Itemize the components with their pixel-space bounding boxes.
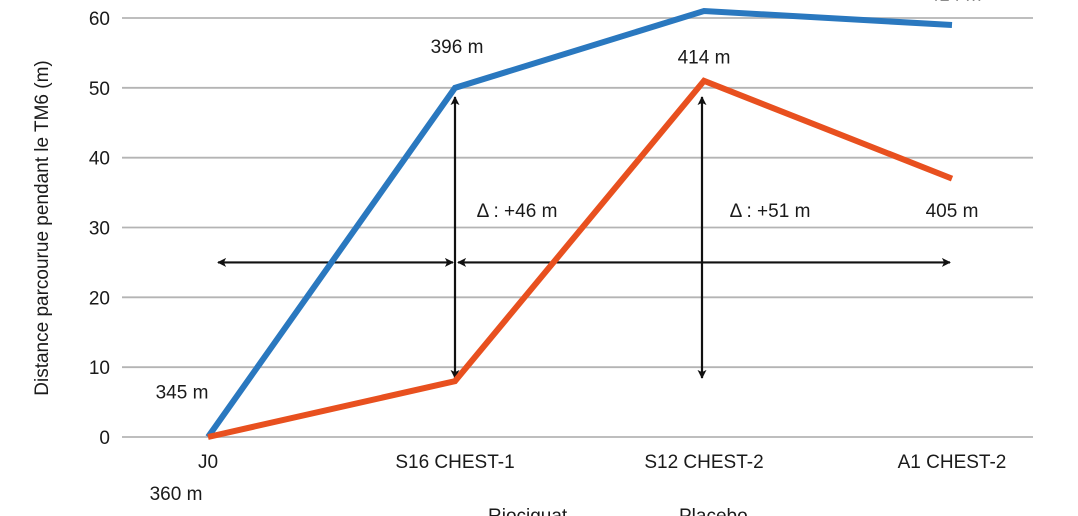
y-tick-label: 20	[89, 288, 110, 309]
y-tick-label: 50	[89, 79, 110, 100]
delta-arrows	[217, 96, 951, 379]
annotation-label: 396 m	[431, 37, 484, 58]
annotation-label: 405 m	[926, 201, 979, 222]
y-tick-label: 40	[89, 149, 110, 170]
annotation-label: Δ : +51 m	[730, 201, 811, 222]
x-axis-ticks: J0 S16 CHEST-1 S12 CHEST-2 A1 CHEST-2	[198, 452, 1006, 473]
x-tick-label: J0	[198, 452, 218, 473]
annotation-label: Δ : +46 m	[477, 201, 558, 222]
annotation-label: 414 m	[678, 47, 731, 68]
y-axis-label: Distance parcourue pendant le TM6 (m)	[32, 60, 53, 395]
annotation-label: 345 m	[156, 383, 209, 404]
series-lines	[205, 7, 954, 440]
annotation-label: 414 m	[929, 0, 982, 6]
x-tick-label: S12 CHEST-2	[644, 452, 763, 473]
annotations: 345 m 360 m 396 m 414 m 405 m 414 m Δ : +46 m Δ…	[150, 0, 982, 505]
legend-label: Placebo	[679, 506, 748, 516]
y-tick-label: 30	[89, 219, 110, 240]
series-line-riociguat	[205, 7, 953, 439]
y-tick-label: 60	[89, 9, 110, 30]
y-axis-ticks: 0 10 20 30 40 50 60	[89, 9, 110, 449]
legend: Riociguat Placebo	[488, 506, 748, 516]
x-tick-label: A1 CHEST-2	[898, 452, 1007, 473]
legend-label: Riociguat	[488, 506, 568, 516]
annotation-label: 360 m	[150, 484, 203, 505]
x-tick-label: S16 CHEST-1	[395, 452, 514, 473]
y-tick-label: 10	[89, 358, 110, 379]
gridlines	[122, 17, 1033, 438]
series-line-placebo	[207, 77, 954, 440]
y-tick-label: 0	[99, 428, 110, 449]
